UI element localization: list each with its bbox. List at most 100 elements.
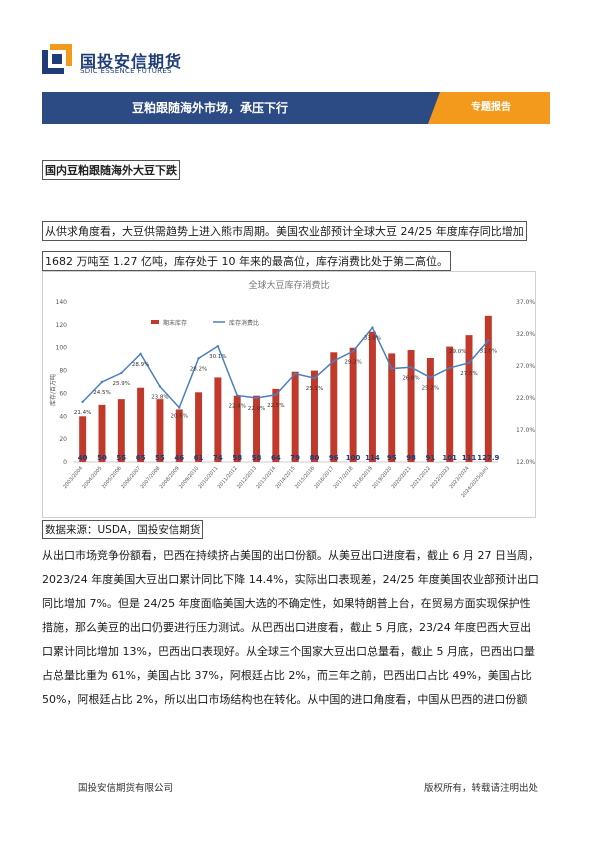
bar-value-label: 58 [232, 454, 242, 462]
ratio-point [293, 372, 297, 375]
section-title: 国内豆粕跟随海外大豆下跌 [42, 160, 180, 180]
stock-bar [349, 347, 357, 462]
stock-bar [233, 395, 241, 462]
y-right-tick-label: 12.0% [516, 459, 535, 466]
ratio-point [467, 361, 471, 364]
body-line-4: 措施，那么美豆的出口仍要进行压力测试。从巴西出口进度看，截止 5 月底，23/2… [42, 621, 532, 634]
intro-line-1: 从供求角度看，大豆供需趋势上进入熊市周期。美国农业部预计全球大豆 24/25 年… [42, 221, 527, 241]
ratio-extra-label: 29.0% [449, 349, 466, 355]
y-left-tick-label: 100 [56, 345, 68, 352]
data-source: 数据来源：USDA，国投安信期货 [42, 520, 204, 539]
logo-mark-icon [42, 44, 72, 74]
ratio-value-label: 22.5% [267, 403, 284, 409]
ratio-value-label: 31.0% [480, 348, 497, 354]
ratio-line [82, 326, 489, 409]
ratio-value-label: 30.1% [209, 354, 226, 360]
footer-company: 国投安信期货有限公司 [78, 783, 174, 794]
stock-bar [79, 416, 87, 462]
stock-bar [175, 409, 183, 462]
footer-copyright: 版权所有，转载请注明出处 [424, 783, 539, 794]
banner-tag-background [428, 92, 550, 124]
bar-value-label: 74 [213, 454, 223, 462]
bar-value-label: 95 [387, 454, 397, 462]
ratio-point [371, 326, 374, 329]
ratio-value-label: 22.4% [228, 403, 245, 409]
y-axis-label: 库存/百万吨 [49, 374, 57, 406]
y-left-tick-label: 20 [59, 436, 67, 443]
bar-value-label: 127.9 [477, 454, 499, 462]
stock-bar [484, 315, 492, 462]
ratio-value-label: 20.5% [171, 414, 188, 420]
ratio-value-label: 24.5% [93, 390, 110, 396]
bar-value-label: 101 [442, 454, 457, 462]
stock-bar [465, 335, 473, 462]
ratio-value-label: 25.1% [306, 386, 323, 392]
ratio-point [120, 371, 123, 375]
y-left-tick-label: 60 [59, 390, 67, 397]
bar-value-label: 50 [97, 454, 107, 462]
y-left-tick-label: 40 [59, 413, 67, 420]
bar-value-label: 58 [252, 454, 262, 462]
body-line-1: 从出口市场竞争份额看，巴西在持续挤占美国的出口份额。从美豆出口进度看，截止 6 … [42, 549, 539, 562]
ratio-point [178, 406, 181, 409]
body-line-5: 口累计同比增加 13%，巴西出口表现好。从全球三个国家大豆出口总量看，截止 5 … [42, 645, 535, 658]
legend-bar-label: 期末库存 [163, 319, 187, 327]
stock-bar [195, 392, 203, 462]
bar-value-label: 55 [155, 454, 165, 462]
intro-line-2: 1682 万吨至 1.27 亿吨，库存处于 10 年来的最高位，库存消费比处于第… [42, 251, 451, 271]
bar-value-label: 96 [329, 454, 339, 462]
ratio-point [332, 359, 335, 363]
ratio-value-label: 28.2% [190, 366, 207, 372]
ratio-value-label: 25.9% [113, 381, 130, 387]
y-right-tick-label: 17.0% [516, 427, 535, 434]
body-paragraph: 从出口市场竞争份额看，巴西在持续挤占美国的出口份额。从美豆出口进度看，截止 6 … [42, 544, 552, 712]
report-type-tag: 专题报告 [471, 102, 511, 113]
stock-bar [117, 399, 125, 462]
ratio-point [158, 385, 162, 388]
ratio-point [236, 394, 239, 397]
ratio-point [139, 352, 142, 356]
stock-bar [446, 346, 454, 462]
y-right-tick-label: 37.0% [516, 299, 535, 306]
chart-legend: 期末库存 库存消费比 [151, 319, 259, 327]
stock-bar [426, 358, 434, 462]
body-line-2: 2023/24 年度美国大豆出口累计同比下降 14.4%，实际出口表现差，24/… [42, 573, 539, 586]
ratio-point [390, 367, 393, 370]
y-right-tick-label: 27.0% [516, 363, 535, 370]
ratio-point [351, 350, 355, 353]
ratio-value-label: 21.4% [74, 410, 91, 416]
ratio-point [100, 380, 104, 384]
stock-bar [330, 352, 338, 462]
bar-value-label: 64 [271, 454, 281, 462]
stock-bar [214, 377, 222, 462]
ratio-value-label: 28.9% [132, 362, 149, 368]
ratio-point [255, 396, 258, 400]
y-left-tick-label: 120 [56, 322, 68, 329]
bar-value-label: 55 [116, 454, 126, 462]
body-line-6: 占总量比重为 61%，美国占比 37%，阿根廷占比 2%，而三年之前，巴西出口占… [42, 669, 532, 682]
bar-value-label: 91 [426, 454, 436, 462]
bar-value-label: 100 [346, 454, 361, 462]
inventory-ratio-chart: 全球大豆库存消费比 库存/百万吨 期末库存 库存消费比 0 20 40 60 80 100… [49, 279, 535, 499]
stock-bar [137, 387, 145, 462]
body-line-3: 同比增加 7%。但是 24/25 年度面临美国大选的不确定性，如果特朗普上台，在… [42, 597, 531, 610]
y-left-tick-label: 80 [59, 368, 67, 375]
legend-line-label: 库存消费比 [229, 319, 259, 327]
ratio-value-label: 33.0% [364, 336, 381, 342]
ratio-point [81, 400, 84, 404]
legend-bar-swatch [151, 320, 159, 324]
bar-value-label: 79 [290, 454, 300, 462]
bar-value-label: 61 [194, 454, 204, 462]
bar-value-label: 114 [365, 454, 380, 462]
bar-value-label: 111 [462, 454, 477, 462]
ratio-value-label: 23.8% [151, 394, 168, 400]
stock-bar [311, 370, 318, 462]
ratio-point [409, 366, 413, 369]
ratio-point [313, 376, 316, 380]
report-title: 豆粕跟随海外市场，承压下行 [131, 101, 288, 115]
chart-title: 全球大豆库存消费比 [248, 279, 329, 291]
ratio-point [216, 344, 220, 348]
bar-value-label: 46 [174, 454, 184, 462]
ratio-point [487, 339, 490, 342]
body-line-7: 50%，阿根廷占比 2%，所以出口市场结构也在转化。从中国的进口角度看，中国从巴… [42, 693, 528, 706]
